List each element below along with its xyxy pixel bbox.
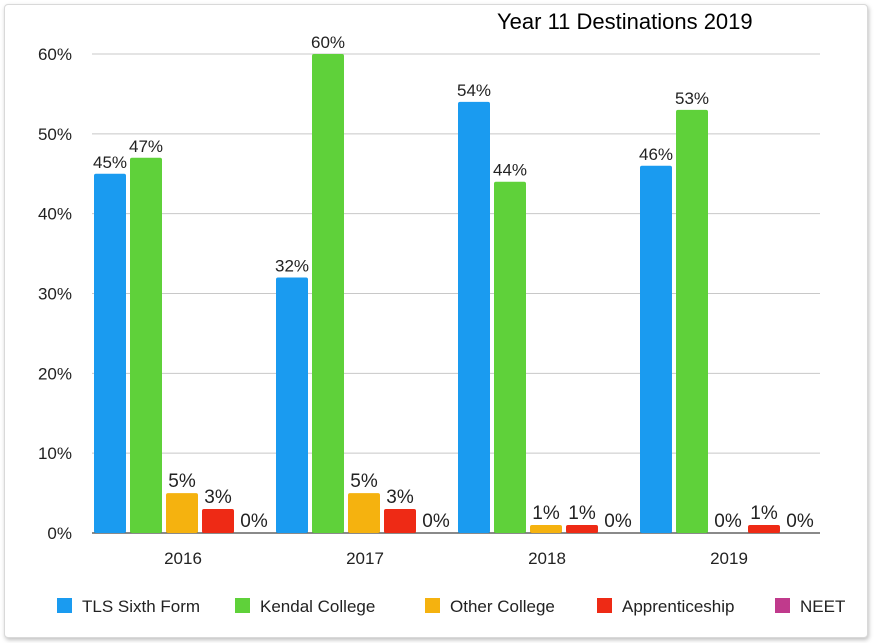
data-label: 5% xyxy=(168,471,196,492)
y-tick-label: 0% xyxy=(47,524,72,543)
data-label: 3% xyxy=(204,487,232,508)
legend-label: Kendal College xyxy=(260,597,375,616)
data-label: 0% xyxy=(240,511,268,532)
legend-label: Other College xyxy=(450,597,555,616)
y-tick-label: 10% xyxy=(38,444,72,463)
data-label: 45% xyxy=(93,153,127,172)
data-label: 44% xyxy=(493,161,527,180)
data-label: 53% xyxy=(675,89,709,108)
legend-swatch xyxy=(597,598,612,613)
legend-swatch xyxy=(425,598,440,613)
data-label: 3% xyxy=(386,487,414,508)
bar-other-college xyxy=(348,493,380,533)
legend-swatch xyxy=(57,598,72,613)
bar-other-college xyxy=(166,493,198,533)
bar-kendal-college xyxy=(312,54,344,533)
y-tick-label: 30% xyxy=(38,285,72,304)
data-label: 0% xyxy=(422,511,450,532)
bar-apprenticeship xyxy=(748,525,780,533)
data-label: 1% xyxy=(750,503,778,524)
data-label: 0% xyxy=(786,511,814,532)
data-label: 0% xyxy=(604,511,632,532)
legend-label: NEET xyxy=(800,597,845,616)
y-tick-label: 40% xyxy=(38,205,72,224)
bar-tls-sixth-form xyxy=(94,173,126,533)
x-tick-label: 2017 xyxy=(346,549,384,568)
legend-label: Apprenticeship xyxy=(622,597,734,616)
bar-kendal-college xyxy=(130,157,162,534)
data-label: 1% xyxy=(568,503,596,524)
data-label: 0% xyxy=(714,511,742,532)
data-label: 46% xyxy=(639,145,673,164)
bar-apprenticeship xyxy=(566,525,598,533)
x-tick-label: 2019 xyxy=(710,549,748,568)
legend-swatch xyxy=(235,598,250,613)
legend-label: TLS Sixth Form xyxy=(82,597,200,616)
bar-kendal-college xyxy=(494,181,526,533)
data-label: 1% xyxy=(532,503,560,524)
x-tick-label: 2016 xyxy=(164,549,202,568)
y-tick-label: 50% xyxy=(38,125,72,144)
data-label: 47% xyxy=(129,137,163,156)
data-label: 54% xyxy=(457,81,491,100)
bar-tls-sixth-form xyxy=(640,165,672,533)
bar-apprenticeship xyxy=(202,509,234,533)
y-tick-label: 20% xyxy=(38,364,72,383)
x-tick-label: 2018 xyxy=(528,549,566,568)
y-tick-label: 60% xyxy=(38,45,72,64)
data-label: 60% xyxy=(311,33,345,52)
data-label: 5% xyxy=(350,471,378,492)
data-label: 32% xyxy=(275,257,309,276)
chart-title: Year 11 Destinations 2019 xyxy=(497,9,753,34)
legend-swatch xyxy=(775,598,790,613)
bar-apprenticeship xyxy=(384,509,416,533)
bar-tls-sixth-form xyxy=(458,101,490,534)
bar-kendal-college xyxy=(676,109,708,533)
bar-other-college xyxy=(530,525,562,533)
bar-tls-sixth-form xyxy=(276,277,308,533)
